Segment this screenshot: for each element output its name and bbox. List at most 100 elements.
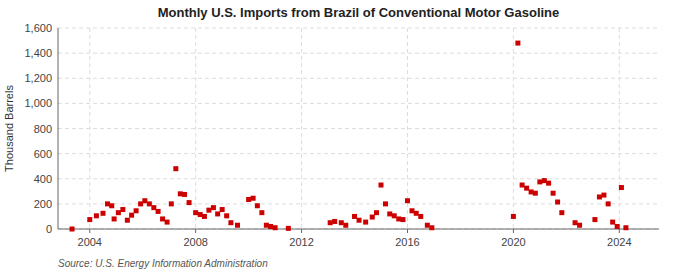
point [357, 218, 362, 223]
point [328, 220, 333, 225]
point [173, 166, 178, 171]
point [142, 198, 147, 203]
x-tick [301, 229, 302, 233]
point [405, 198, 410, 203]
point [206, 208, 211, 213]
x-tick [89, 229, 90, 233]
y-grid-line [58, 229, 659, 230]
source-note: Source: U.S. Energy Information Administ… [58, 258, 268, 269]
point [332, 219, 337, 224]
point [246, 197, 251, 202]
point [379, 183, 384, 188]
point [169, 201, 174, 206]
x-tick-label: 2024 [607, 236, 631, 248]
y-grid-line [58, 53, 659, 54]
point [251, 196, 256, 201]
point [524, 186, 529, 191]
point [160, 216, 165, 221]
point [623, 225, 628, 230]
page: {"chart_data": { "type": "scatter", "tit… [0, 0, 675, 275]
point [537, 179, 542, 184]
x-axis-line [58, 229, 659, 230]
point [94, 213, 99, 218]
point [129, 213, 134, 218]
point [339, 220, 344, 225]
x-tick-label: 2012 [289, 236, 313, 248]
point [425, 223, 430, 228]
point [120, 207, 125, 212]
point [615, 224, 620, 229]
y-grid-line [58, 128, 659, 129]
point [87, 217, 92, 222]
point [387, 211, 392, 216]
point [392, 213, 397, 218]
y-axis-label: Thousand Barrels [3, 85, 15, 172]
point [125, 218, 130, 223]
x-grid-line [619, 28, 620, 229]
point [551, 191, 556, 196]
point [235, 223, 240, 228]
point [400, 217, 405, 222]
point [70, 227, 75, 232]
point [606, 201, 611, 206]
point [573, 220, 578, 225]
point [343, 223, 348, 228]
point [112, 216, 117, 221]
point [224, 213, 229, 218]
point [429, 225, 434, 230]
point [592, 217, 597, 222]
y-tick-label: 1,600 [24, 22, 52, 34]
title: Monthly U.S. Imports from Brazil of Conv… [158, 5, 560, 20]
x-tick-label: 2008 [183, 236, 207, 248]
axes: 02004006008001,0001,2001,4001,6002004200… [24, 22, 659, 248]
x-tick [513, 229, 514, 233]
y-tick-label: 800 [34, 123, 52, 135]
point [220, 207, 225, 212]
point [187, 200, 192, 205]
x-tick [619, 229, 620, 233]
point [134, 208, 139, 213]
y-tick-label: 600 [34, 148, 52, 160]
point [228, 220, 233, 225]
x-grid-line [89, 28, 90, 229]
x-tick-label: 2004 [78, 236, 102, 248]
y-axis-line [58, 28, 59, 229]
point [147, 201, 152, 206]
grid [58, 28, 659, 229]
point [533, 191, 538, 196]
point [414, 211, 419, 216]
points [70, 41, 629, 232]
point [255, 203, 260, 208]
point [370, 215, 375, 220]
point [182, 192, 187, 197]
point [109, 203, 114, 208]
point [363, 220, 368, 225]
y-tick-label: 0 [46, 223, 52, 235]
y-grid-line [58, 178, 659, 179]
point [555, 199, 560, 204]
y-grid-line [58, 103, 659, 104]
point [211, 205, 216, 210]
point [418, 214, 423, 219]
y-tick-label: 1,000 [24, 97, 52, 109]
point [352, 214, 357, 219]
y-grid-line [58, 28, 659, 29]
point [601, 193, 606, 198]
y-tick-label: 1,200 [24, 72, 52, 84]
point [559, 210, 564, 215]
point [383, 201, 388, 206]
point [511, 214, 516, 219]
point [273, 225, 278, 230]
x-tick-label: 2020 [501, 236, 525, 248]
point [116, 210, 121, 215]
point [597, 194, 602, 199]
x-tick-label: 2016 [395, 236, 419, 248]
y-grid-line [58, 153, 659, 154]
point [374, 210, 379, 215]
point [193, 210, 198, 215]
point [101, 211, 106, 216]
point [202, 214, 207, 219]
x-grid-line [301, 28, 302, 229]
point [259, 210, 264, 215]
point [268, 224, 273, 229]
